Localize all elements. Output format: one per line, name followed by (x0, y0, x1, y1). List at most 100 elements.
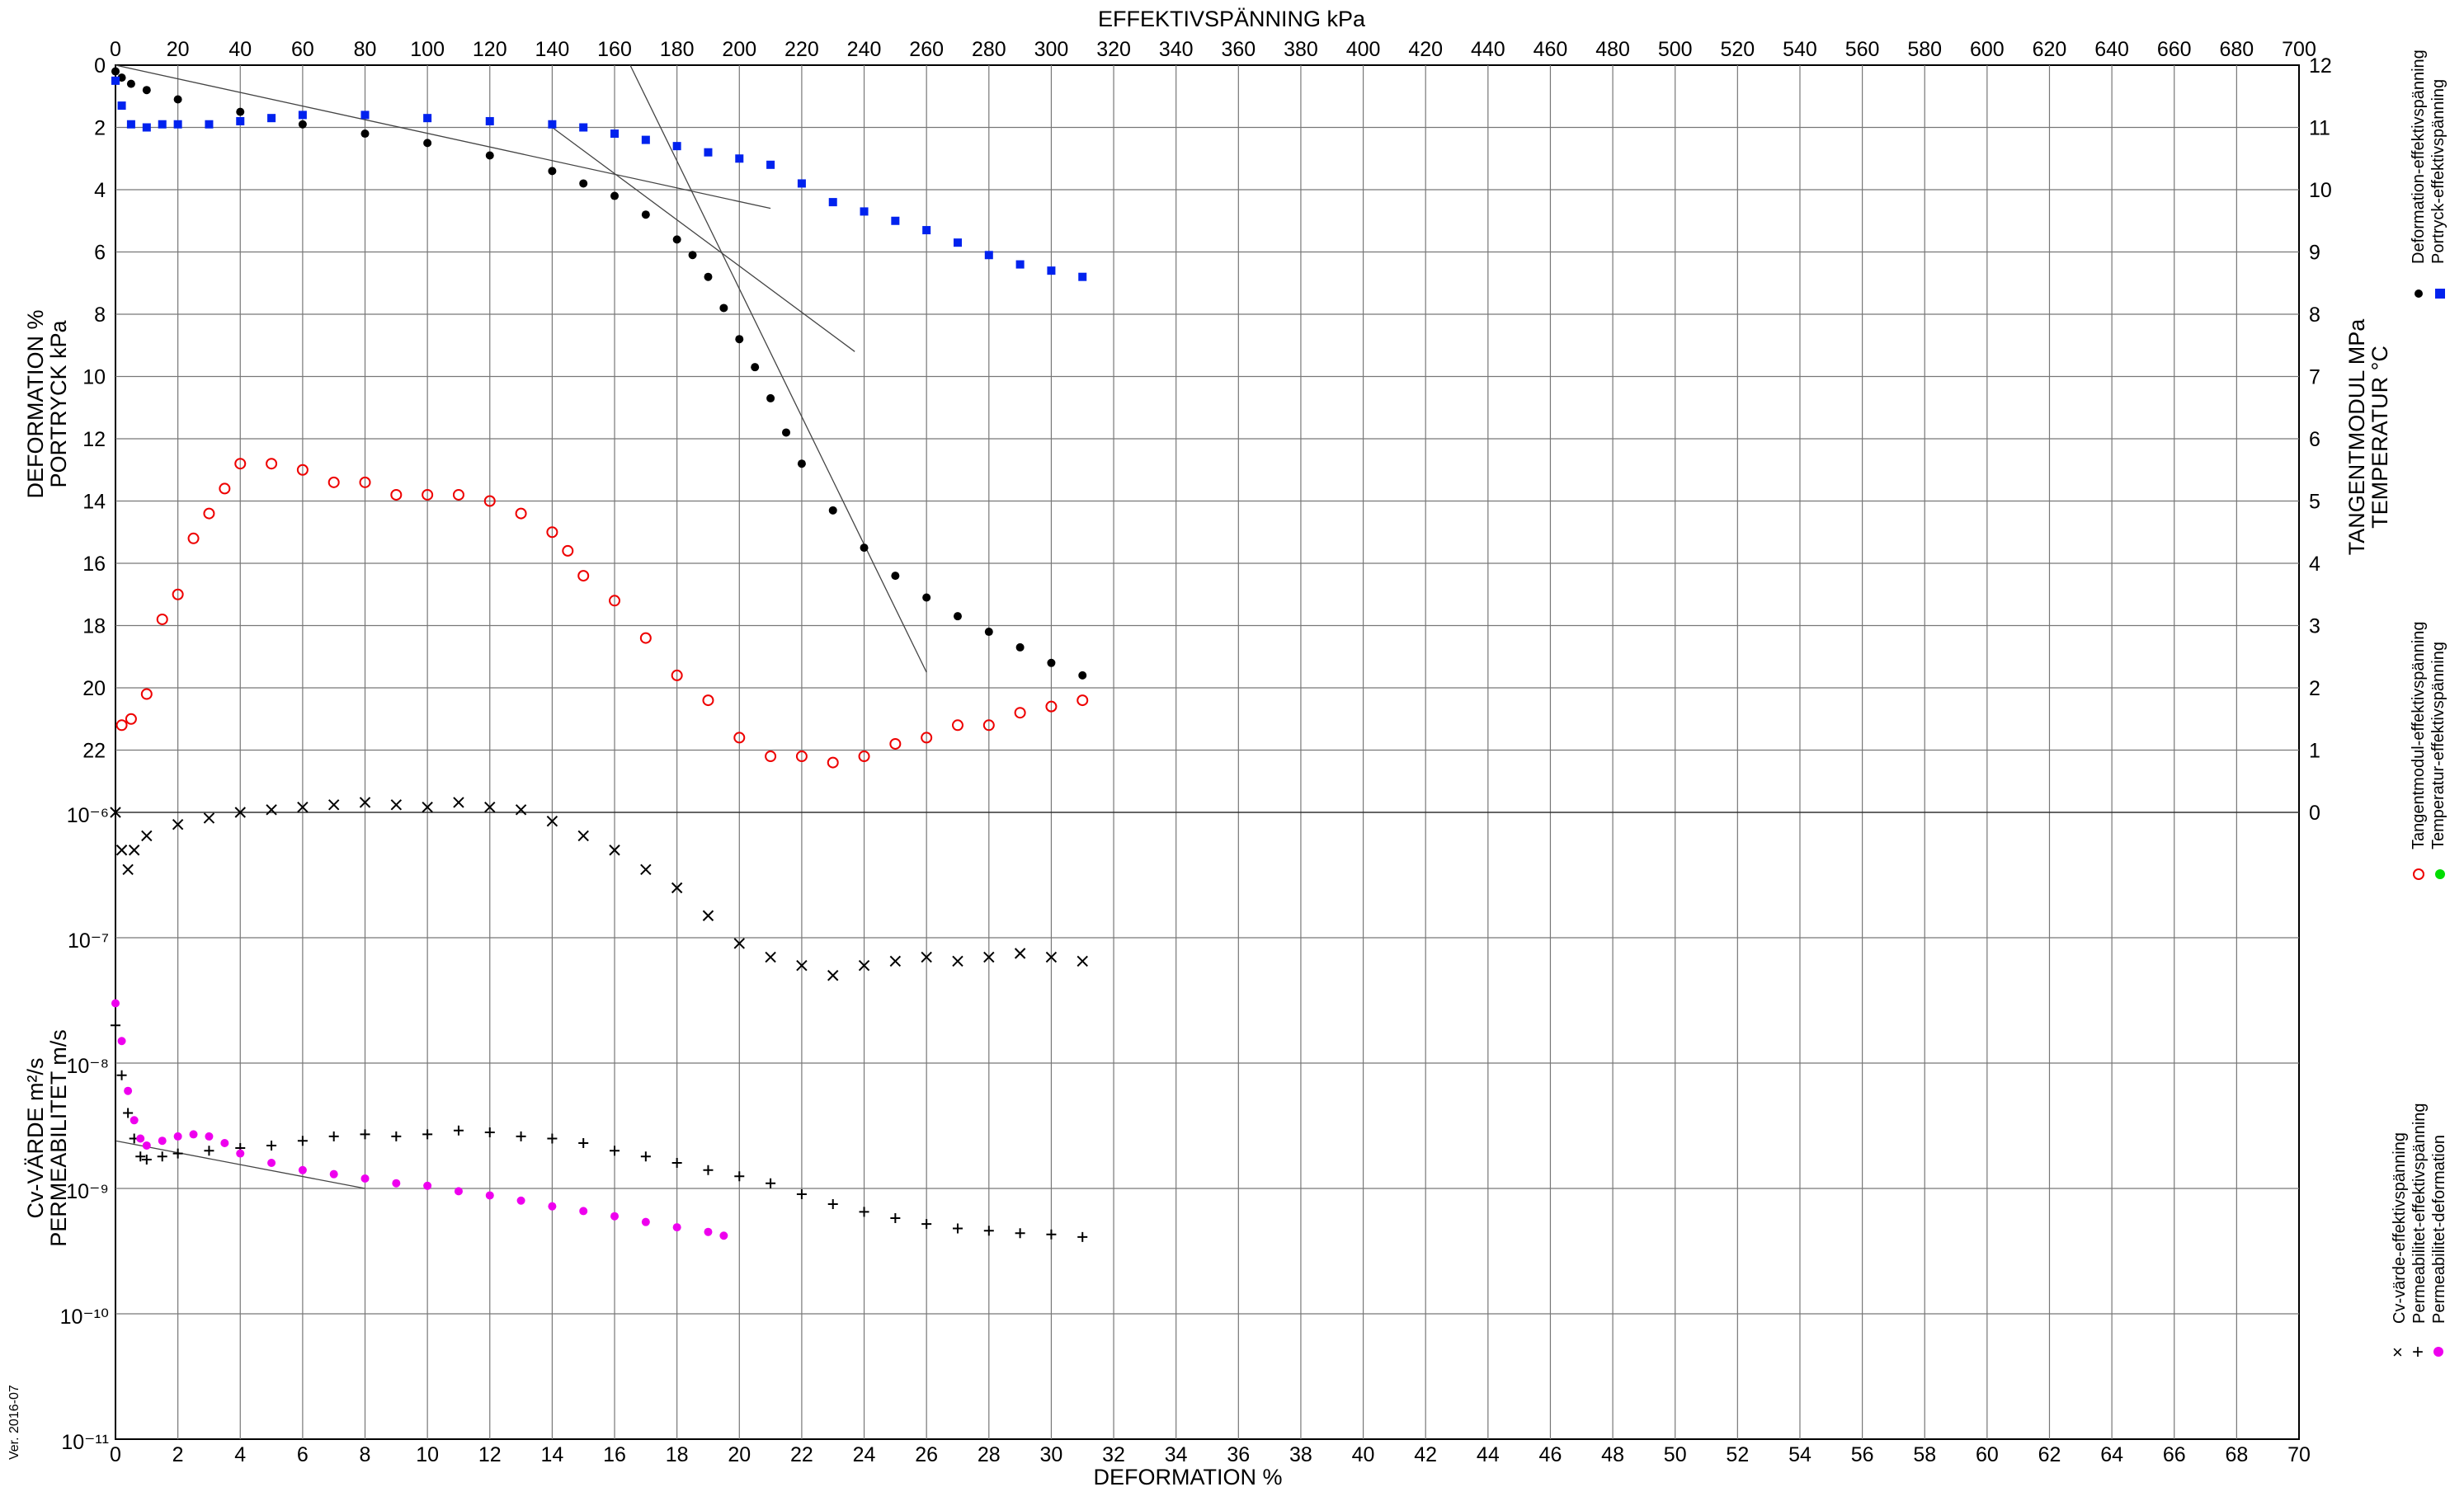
top-x-tick-label: 600 (1970, 38, 2005, 61)
tangentmodul-point (671, 669, 683, 681)
portryck-point (126, 120, 135, 129)
portryck-point (360, 111, 370, 120)
top-x-tick-label: 660 (2157, 38, 2192, 61)
bottom-x-tick-label: 46 (1539, 1443, 1562, 1466)
tangentmodul-point (795, 751, 808, 763)
bottom-x-tick-label: 24 (853, 1443, 876, 1466)
bottom-x-tick-label: 26 (915, 1443, 938, 1466)
cv-point (889, 955, 902, 967)
tangentmodul-point (156, 613, 168, 625)
deformation-point (719, 304, 728, 313)
bottom-x-tick-label: 50 (1664, 1443, 1687, 1466)
top-x-tick-label: 60 (291, 38, 314, 61)
perm-def-point (298, 1165, 307, 1174)
tangentmodul-point (921, 732, 933, 744)
bottom-x-axis-label: DEFORMATION % (1094, 1465, 1283, 1487)
portryck-point (672, 142, 681, 151)
deformation-point (236, 107, 245, 116)
portryck-point (797, 179, 806, 188)
legend-temperatur-label: Temperatur-effektivspänning (2429, 642, 2448, 849)
top-x-tick-label: 260 (909, 38, 944, 61)
bottom-x-tick-label: 70 (2287, 1443, 2311, 1466)
bottom-x-tick-label: 30 (1040, 1443, 1063, 1466)
bottom-x-tick-label: 12 (478, 1443, 502, 1466)
cv-point (110, 807, 121, 818)
bottom-x-tick-label: 14 (540, 1443, 563, 1466)
cv-point (422, 802, 433, 813)
legend-deformation-label: Deformation-effektivspänning (2410, 49, 2428, 264)
left-top-axis-label-1: DEFORMATION % (23, 310, 48, 499)
tangentmodul-point (187, 532, 200, 544)
cv-point (609, 845, 620, 856)
portryck-point (205, 120, 214, 129)
permeabilitet-point (610, 1146, 620, 1156)
tangentmodul-point (702, 694, 714, 707)
cv-point (390, 799, 403, 811)
permeabilitet-point (734, 1171, 745, 1182)
cv-point (858, 960, 870, 972)
deformation-point (860, 544, 869, 553)
top-x-tick-label: 400 (1346, 38, 1381, 61)
cv-point (1077, 955, 1088, 967)
portryck-point (548, 120, 557, 129)
right-top-tick-label: 0 (2309, 802, 2320, 825)
bottom-x-tick-label: 40 (1352, 1443, 1375, 1466)
right-top-tick-label: 1 (2309, 740, 2320, 763)
deformation-point (173, 95, 182, 104)
left-top-tick-label: 22 (82, 740, 106, 763)
tangentmodul-point (296, 464, 309, 476)
portryck-point (111, 76, 120, 85)
tangentmodul-point (1077, 694, 1089, 707)
left-bottom-tick-label: 10⁻⁷ (68, 929, 109, 953)
portryck-point (953, 238, 962, 247)
perm-def-point (189, 1130, 198, 1139)
cv-point (453, 797, 464, 808)
top-x-tick-label: 220 (784, 38, 819, 61)
right-top-tick-label: 5 (2309, 491, 2320, 514)
perm-def-point (124, 1086, 133, 1095)
tangentmodul-point (858, 751, 870, 763)
left-top-tick-label: 4 (94, 179, 106, 202)
perm-def-point (267, 1158, 276, 1167)
perm-def-point (392, 1179, 401, 1188)
cv-point (266, 804, 277, 816)
portryck-point (828, 198, 837, 207)
left-top-tick-label: 10 (82, 366, 106, 389)
perm-def-point (173, 1132, 182, 1141)
tangentmodul-point (889, 737, 902, 750)
top-x-tick-label: 100 (410, 38, 445, 61)
left-top-tick-label: 18 (82, 615, 106, 638)
top-x-tick-label: 440 (1471, 38, 1505, 61)
right-top-tick-label: 11 (2309, 117, 2330, 140)
top-x-tick-label: 460 (1534, 38, 1568, 61)
deformation-point (548, 167, 557, 176)
top-x-tick-label: 680 (2220, 38, 2254, 61)
bottom-x-tick-label: 36 (1227, 1443, 1250, 1466)
permeabilitet-point (453, 1125, 464, 1136)
tangentmodul-point (483, 495, 496, 507)
legend-tangentmodul-marker (2413, 868, 2424, 880)
bottom-x-tick-label: 18 (666, 1443, 689, 1466)
right-top-tick-label: 9 (2309, 242, 2320, 265)
bottom-x-tick-label: 56 (1851, 1443, 1874, 1466)
tangentmodul-point (234, 458, 247, 470)
left-top-tick-label: 2 (94, 117, 106, 140)
cv-point (141, 830, 153, 842)
bottom-x-tick-label: 64 (2100, 1443, 2123, 1466)
permeabilitet-point (422, 1129, 433, 1140)
tangent-line (115, 1140, 365, 1189)
tangentmodul-point (452, 488, 464, 501)
legend-permeabilitet-label: Permeabilitet-effektivspänning (2410, 1103, 2429, 1324)
cv-point (122, 863, 134, 876)
left-top-tick-label: 20 (82, 677, 106, 700)
tangent-line (115, 64, 771, 209)
deformation-point (1047, 658, 1056, 667)
tangentmodul-point (359, 476, 371, 488)
permeabilitet-point (890, 1212, 901, 1223)
portryck-point (1078, 272, 1087, 281)
top-x-tick-label: 700 (2282, 38, 2316, 61)
top-x-tick-label: 540 (1783, 38, 1817, 61)
deformation-point (922, 593, 931, 602)
bottom-x-tick-label: 48 (1601, 1443, 1624, 1466)
bottom-x-tick-label: 6 (297, 1443, 309, 1466)
